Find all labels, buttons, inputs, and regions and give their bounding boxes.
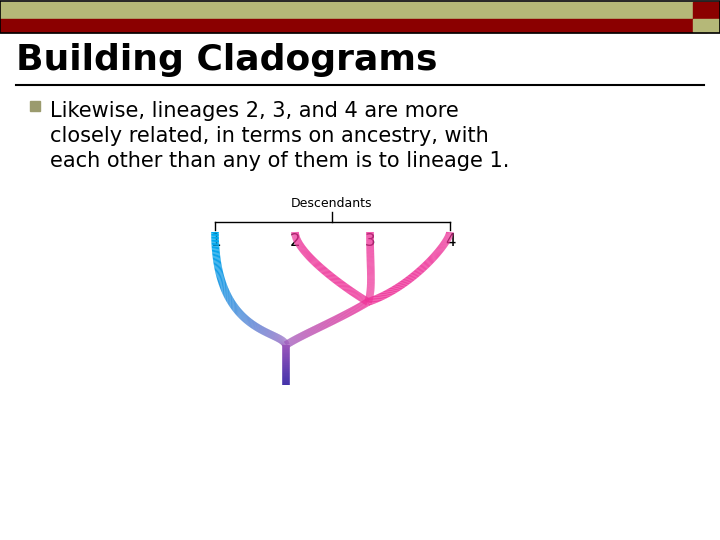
Text: 2: 2: [289, 232, 300, 250]
Text: Descendants: Descendants: [292, 197, 373, 210]
Text: 1: 1: [210, 232, 220, 250]
Text: 4: 4: [445, 232, 455, 250]
Text: 3: 3: [365, 232, 375, 250]
Bar: [0, 2, 693, 19]
Bar: [0, 1, 720, 33]
Bar: [0, 19, 707, 32]
Text: Likewise, lineages 2, 3, and 4 are more: Likewise, lineages 2, 3, and 4 are more: [50, 101, 459, 121]
Text: each other than any of them is to lineage 1.: each other than any of them is to lineag…: [50, 151, 509, 171]
Bar: [30, 101, 40, 111]
Text: closely related, in terms on ancestry, with: closely related, in terms on ancestry, w…: [50, 126, 489, 146]
Text: Building Cladograms: Building Cladograms: [16, 43, 438, 77]
Bar: [693, 2, 720, 19]
Bar: [693, 19, 720, 32]
